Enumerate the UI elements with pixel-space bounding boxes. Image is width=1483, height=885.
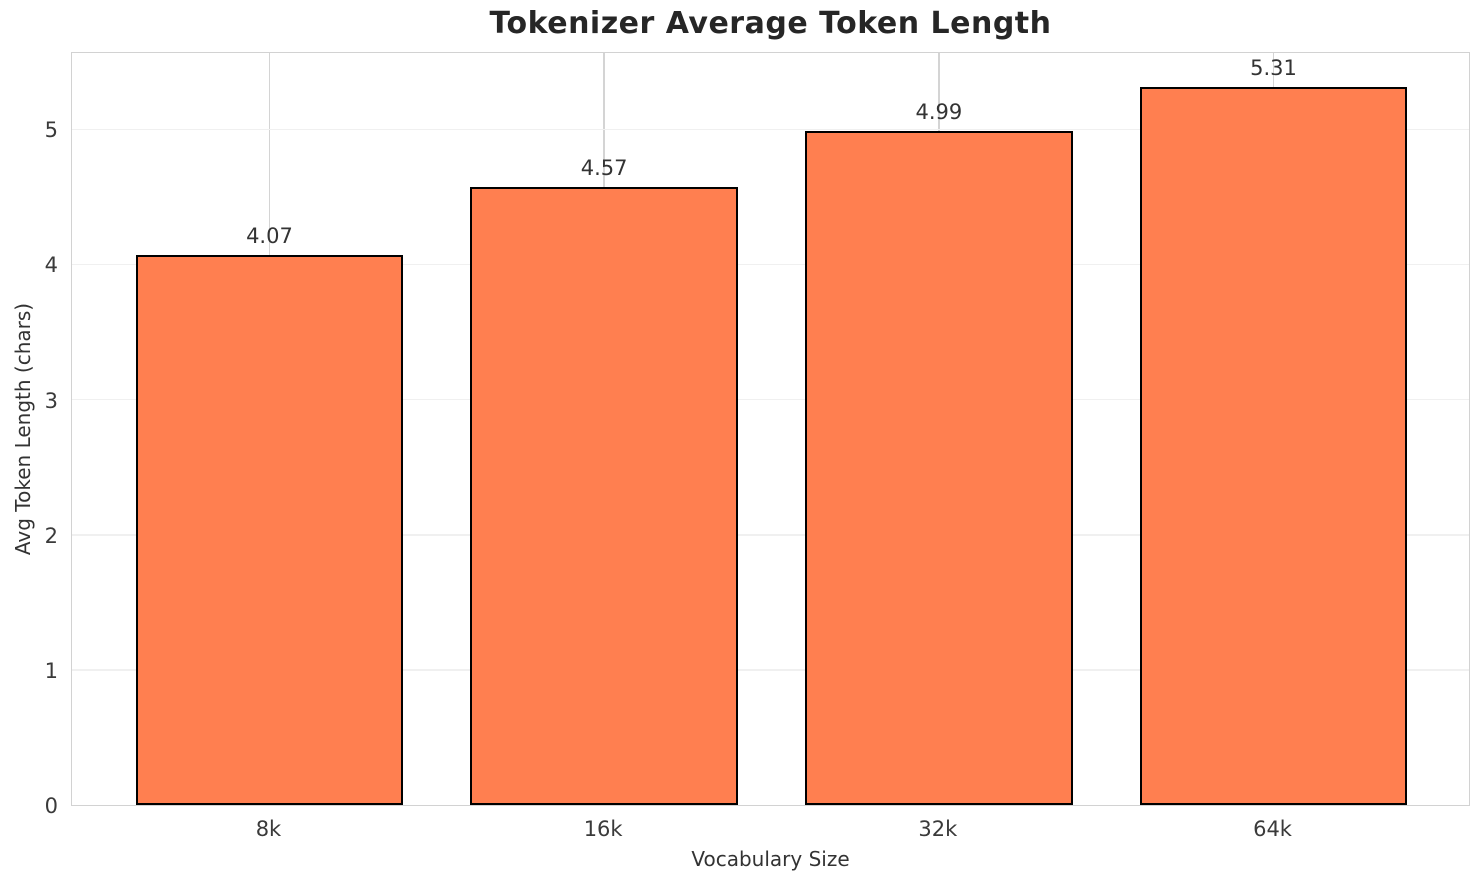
y-tick-label: 0 [44,794,58,818]
bar [804,130,1073,805]
x-tick-label: 8k [255,817,282,841]
y-tick-label: 4 [44,253,58,278]
x-tick-label: 16k [583,817,623,841]
bar-value-label: 5.31 [1250,56,1297,81]
horizontal-gridline [72,398,1469,401]
horizontal-gridline [72,669,1469,671]
bar-value-label: 4.99 [915,99,963,124]
bar [135,255,404,805]
y-tick-label: 5 [44,118,58,143]
bar [1139,87,1408,805]
y-tick-label: 2 [44,523,58,548]
x-axis-label: Vocabulary Size [691,847,850,871]
horizontal-gridline [72,534,1469,536]
x-tick-label: 64k [1253,817,1292,841]
y-axis-label: Avg Token Length (chars) [11,302,35,556]
horizontal-gridline [72,128,1469,131]
horizontal-gridline [72,263,1469,266]
bar-value-label: 4.07 [246,224,293,249]
x-tick-label: 32k [918,817,958,841]
plot-area: 4.07 4.57 4.99 5.31 [71,52,1470,806]
y-tick-label: 3 [44,388,58,413]
bar [470,187,739,805]
chart-title: Tokenizer Average Token Length [489,6,1052,41]
y-tick-label: 1 [44,658,58,683]
bar-value-label: 4.57 [580,156,628,181]
